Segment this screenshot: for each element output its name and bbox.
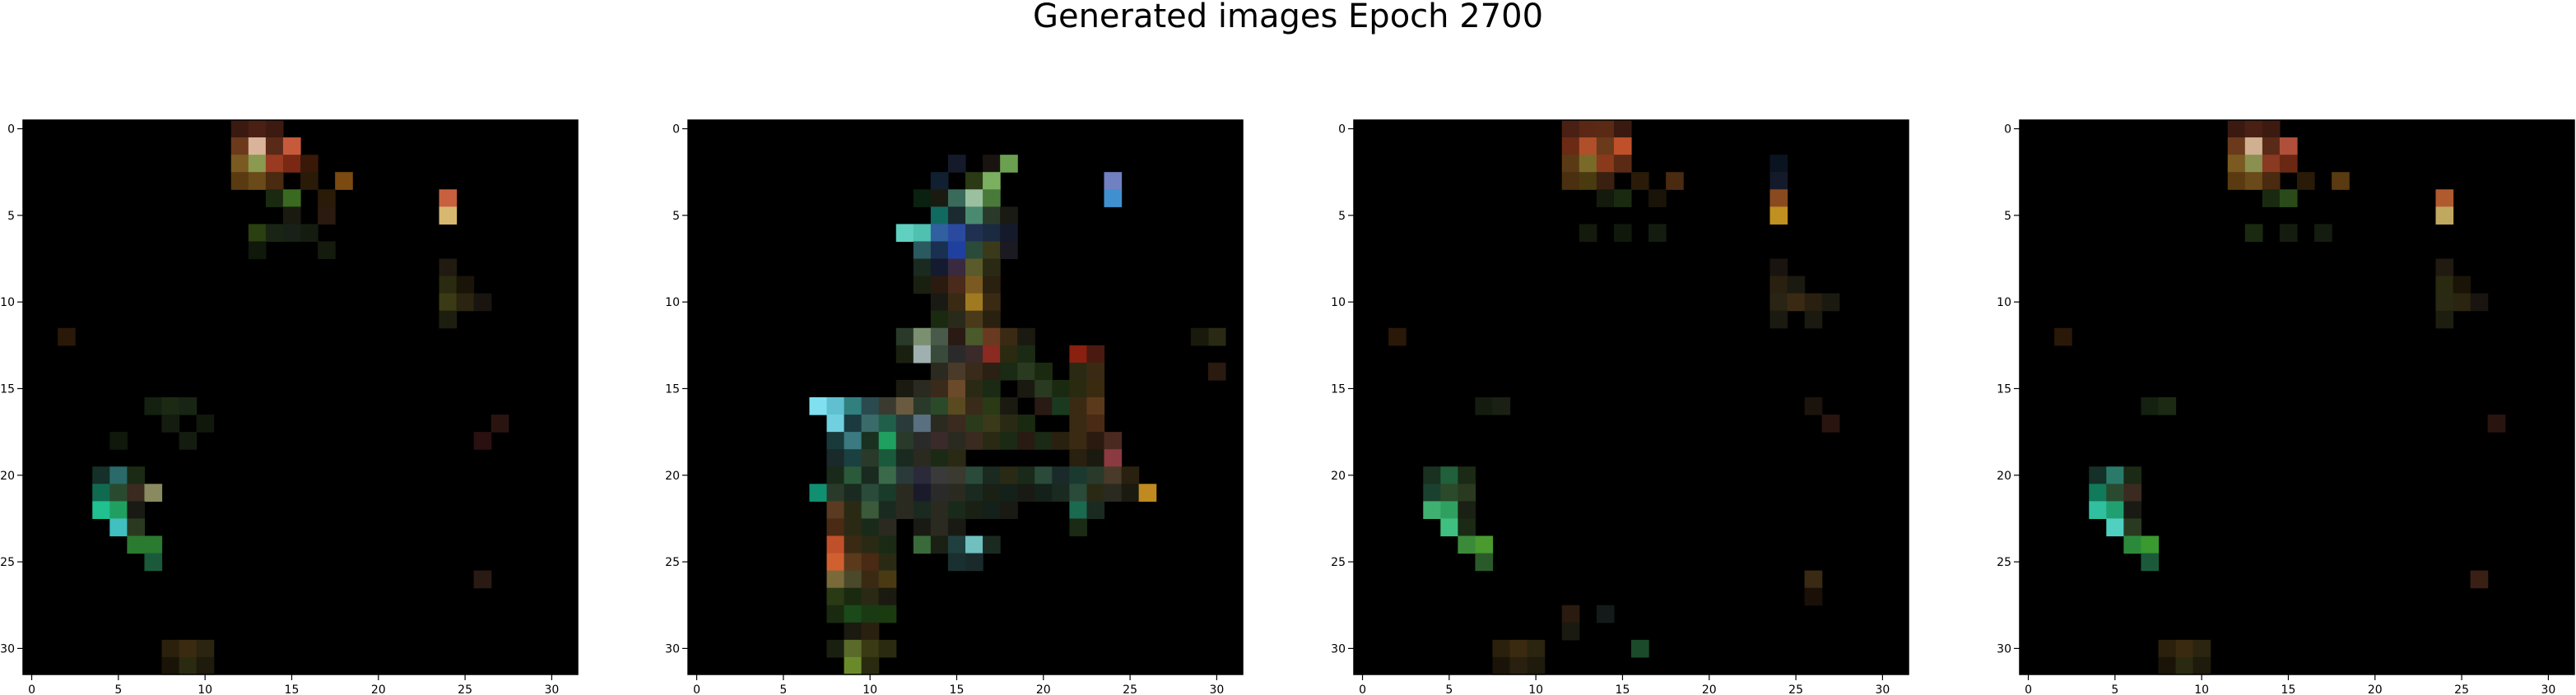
x-tick-label: 20 xyxy=(2368,683,2383,695)
image-pixel xyxy=(2280,155,2298,173)
image-pixel xyxy=(2314,224,2332,242)
image-pixel xyxy=(2245,120,2263,138)
image-pixel xyxy=(2159,640,2177,658)
image-pixel xyxy=(2123,501,2141,519)
image-pixel xyxy=(2141,536,2159,554)
image-pixel xyxy=(2245,137,2263,155)
image-pixel xyxy=(2106,501,2124,519)
image-pixel xyxy=(2123,518,2141,536)
image-pixel xyxy=(2245,155,2263,173)
y-tick-label: 10 xyxy=(1997,296,2011,309)
image-pixel xyxy=(2436,189,2454,207)
image-pixel xyxy=(2245,224,2263,242)
image-pixel xyxy=(2176,640,2194,658)
image-pixel xyxy=(2280,224,2298,242)
image-pixel xyxy=(2436,276,2454,294)
image-pixel xyxy=(2280,137,2298,155)
image-pixel xyxy=(2262,172,2281,190)
image-pixel xyxy=(2228,155,2246,173)
image-pixel xyxy=(2436,311,2454,329)
image-pixel xyxy=(2089,466,2107,484)
image-pixel xyxy=(2297,172,2315,190)
image-pixel xyxy=(2123,536,2141,554)
image-pixel xyxy=(2488,415,2506,433)
image-pixel xyxy=(2471,294,2489,312)
x-tick-label: 15 xyxy=(2281,683,2296,695)
image-pixel xyxy=(2228,137,2246,155)
image-pixel xyxy=(2453,276,2471,294)
image-pixel xyxy=(2193,640,2211,658)
image-pixel xyxy=(2123,466,2141,484)
x-tick-label: 25 xyxy=(2454,683,2469,695)
image-pixel xyxy=(2089,501,2107,519)
y-tick-label: 30 xyxy=(1997,642,2011,656)
y-tick-label: 25 xyxy=(1997,556,2011,569)
y-tick-label: 20 xyxy=(1997,470,2011,483)
image-pixel xyxy=(2436,294,2454,312)
image-pixel xyxy=(2176,657,2194,675)
image-pixel xyxy=(2054,328,2072,346)
image-pixel xyxy=(2262,155,2281,173)
y-tick-label: 5 xyxy=(2004,210,2011,223)
image-pixel xyxy=(2228,172,2246,190)
x-tick-label: 0 xyxy=(2025,683,2032,695)
image-pixel xyxy=(2159,657,2177,675)
x-tick-label: 5 xyxy=(2111,683,2118,695)
image-pixel xyxy=(2471,571,2489,589)
image-pixel xyxy=(2106,484,2124,502)
image-pixel xyxy=(2123,484,2141,502)
image-pixel xyxy=(2193,657,2211,675)
image-pixel xyxy=(2159,397,2177,415)
image-pixel xyxy=(2436,206,2454,225)
image-pixel xyxy=(2262,189,2281,207)
image-pixel xyxy=(2332,172,2350,190)
image-pixel xyxy=(2436,259,2454,277)
image-pixel xyxy=(2453,294,2471,312)
image-pixel xyxy=(2141,397,2159,415)
image-pixel xyxy=(2141,554,2159,572)
x-tick-label: 10 xyxy=(2194,683,2209,695)
x-tick-label: 30 xyxy=(2541,683,2555,695)
image-pixel xyxy=(2089,484,2107,502)
image-pixel xyxy=(2106,518,2124,536)
y-tick-label: 0 xyxy=(2004,123,2011,137)
image-pixel xyxy=(2228,120,2246,138)
image-pixel xyxy=(2245,172,2263,190)
image-pixel xyxy=(2280,189,2298,207)
y-tick-label: 15 xyxy=(1997,382,2011,396)
image-pixel xyxy=(2106,466,2124,484)
image-pixel xyxy=(2262,137,2281,155)
image-pixel xyxy=(2262,120,2281,138)
